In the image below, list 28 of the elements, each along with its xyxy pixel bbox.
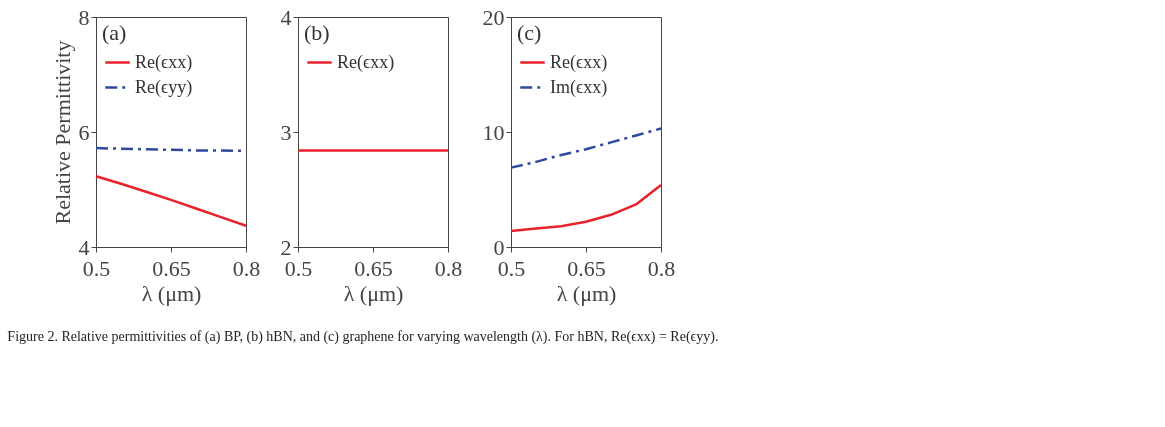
line-series <box>94 175 248 227</box>
x-tick-label: 0.8 <box>232 255 261 281</box>
x-tick-label: 0.8 <box>647 255 676 281</box>
line-series <box>509 183 663 233</box>
legend-label: Re(ϵxx) <box>550 51 608 73</box>
y-axis-title: Relative Permittivity <box>49 40 75 225</box>
x-tick-label: 0.65 <box>152 255 191 281</box>
y-tick-label: 4 <box>280 4 292 30</box>
x-tick-label: 0.65 <box>567 255 606 281</box>
x-tick-label: 0.8 <box>434 255 463 281</box>
annotation: (c) <box>517 20 542 45</box>
x-tick-label: 0.65 <box>354 255 393 281</box>
y-tick-label: 3 <box>280 119 292 145</box>
caption: Figure 2. Relative permittivities of (a) BP, (b) hBN, and (c) graphene for varying wavelength (λ). For hBN, Re(ϵxx) = Re(ϵyy). <box>7 328 719 345</box>
annotation: (a) <box>102 20 127 45</box>
x-axis-title: λ (μm) <box>343 280 404 306</box>
x-axis-title: λ (μm) <box>141 280 202 306</box>
annotation: (b) <box>304 20 330 45</box>
legend-label: Im(ϵxx) <box>550 76 608 98</box>
legend-label: Re(ϵxx) <box>135 51 193 73</box>
y-tick-label: 8 <box>78 4 90 30</box>
y-tick-label: 10 <box>482 119 505 145</box>
legend-label: Re(ϵyy) <box>135 76 193 98</box>
x-axis-title: λ (μm) <box>556 280 617 306</box>
legend-label: Re(ϵxx) <box>337 51 395 73</box>
y-tick-label: 20 <box>482 4 505 30</box>
y-tick-label: 6 <box>78 119 90 145</box>
line-series <box>509 127 663 169</box>
